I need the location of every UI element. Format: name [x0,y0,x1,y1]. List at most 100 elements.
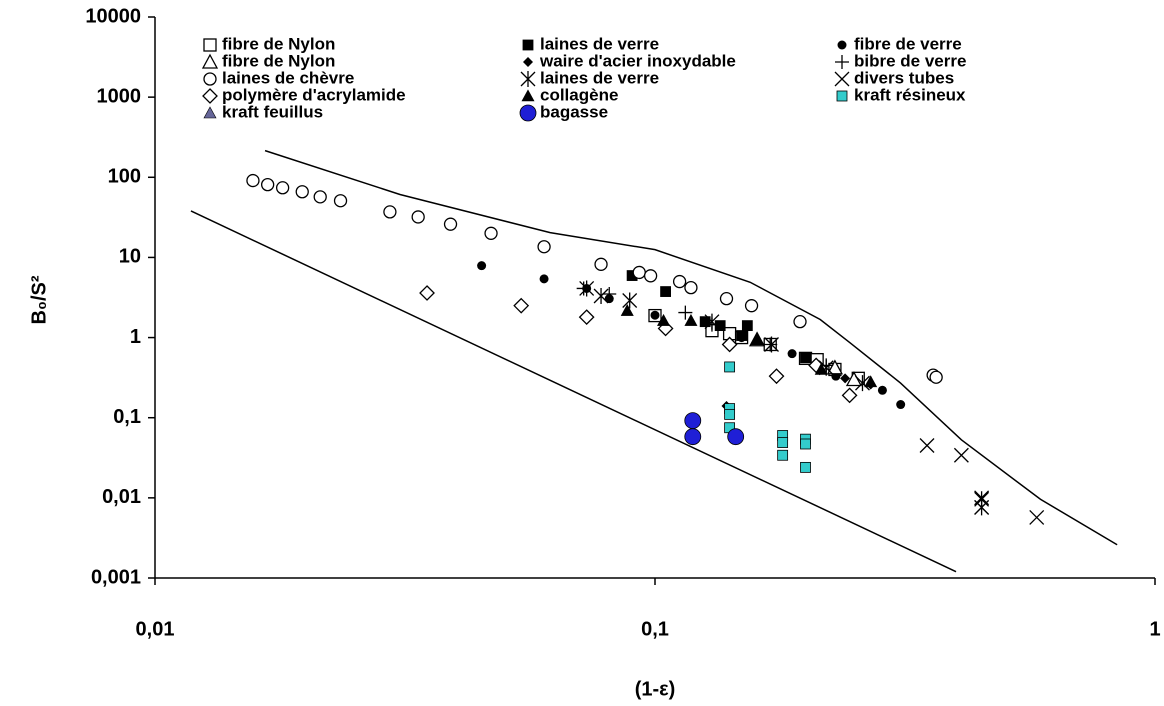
marker [620,303,634,316]
marker [741,320,753,332]
y-tick-label: 10 [119,246,141,268]
marker [593,288,609,305]
marker [974,499,990,515]
marker [864,375,878,388]
marker [777,437,789,448]
marker [578,309,595,326]
marker [834,71,850,87]
marker [896,400,906,410]
marker [835,55,849,69]
marker [521,89,535,102]
marker [522,39,534,51]
marker [704,313,720,330]
marker [826,359,844,375]
legend-label: laines de chèvre [222,68,354,87]
marker [724,408,736,420]
marker [684,412,702,430]
marker [202,88,218,104]
legend: fibre de Nylon laines de verre fibre de ve… [201,34,966,122]
marker [800,438,811,450]
marker [411,210,425,224]
marker [576,281,591,296]
x-axis-title: (1-ε) [635,678,676,700]
marker [721,336,738,353]
legend-label: laines de verre [540,34,659,53]
marker [719,291,734,306]
marker [275,181,290,195]
legend-label: laines de verre [540,68,659,87]
marker [246,173,260,188]
marker [579,280,595,297]
marker [953,447,969,463]
marker [737,333,747,343]
x-tick-label: 0,1 [641,618,669,640]
marker [777,449,789,461]
legend-label: waire d'acier inoxydable [539,51,736,70]
marker [333,194,348,208]
marker [877,385,887,395]
marker [657,313,671,326]
marker [513,297,530,314]
legend-label: fibre de Nylon [222,51,335,70]
marker [768,368,785,385]
marker [800,461,811,473]
marker [484,226,498,240]
marker [203,106,217,119]
marker [787,349,797,359]
marker [261,177,275,192]
marker [763,337,778,352]
marker [203,38,217,52]
marker [477,261,487,271]
marker [684,428,702,446]
legend-label: bibre de verre [854,51,966,70]
marker [594,257,608,271]
legend-label: collagène [540,85,618,104]
marker [632,265,646,280]
legend-label: kraft feuillus [222,102,323,121]
marker [678,305,693,320]
marker [602,286,617,301]
marker [203,72,217,86]
marker [699,316,711,328]
marker [841,387,858,404]
legend-label: divers tubes [854,68,954,87]
marker [443,217,458,231]
legend-label: fibre de verre [854,34,962,53]
y-tick-label: 10000 [85,5,141,27]
x-tick-label: 1 [1149,618,1160,640]
marker [837,40,847,50]
marker [539,274,549,284]
legend-label: polymère d'acrylamide [222,85,406,104]
marker [840,373,851,384]
marker [660,286,671,297]
marker [814,362,828,375]
y-axis-title: B₀/S² [28,275,50,324]
marker [419,285,435,301]
marker [650,310,660,320]
marker [1029,509,1045,525]
marker [313,190,327,204]
marker [672,274,687,289]
marker [684,280,698,295]
marker [724,361,736,373]
x-tick-label: 0,01 [136,618,175,640]
y-tick-label: 0,001 [91,566,141,588]
y-tick-label: 100 [108,166,141,188]
legend-label: fibre de Nylon [222,34,335,53]
marker [295,185,309,199]
marker [537,240,551,254]
marker [519,104,537,122]
marker [622,292,638,309]
marker [727,428,745,446]
marker [201,53,219,69]
marker [744,299,759,313]
reference-line [190,210,957,573]
marker [523,57,533,67]
marker [520,71,536,87]
marker [764,336,779,353]
marker [793,315,807,329]
y-tick-label: 0,01 [102,486,141,508]
marker [800,352,811,364]
marker [750,333,764,346]
